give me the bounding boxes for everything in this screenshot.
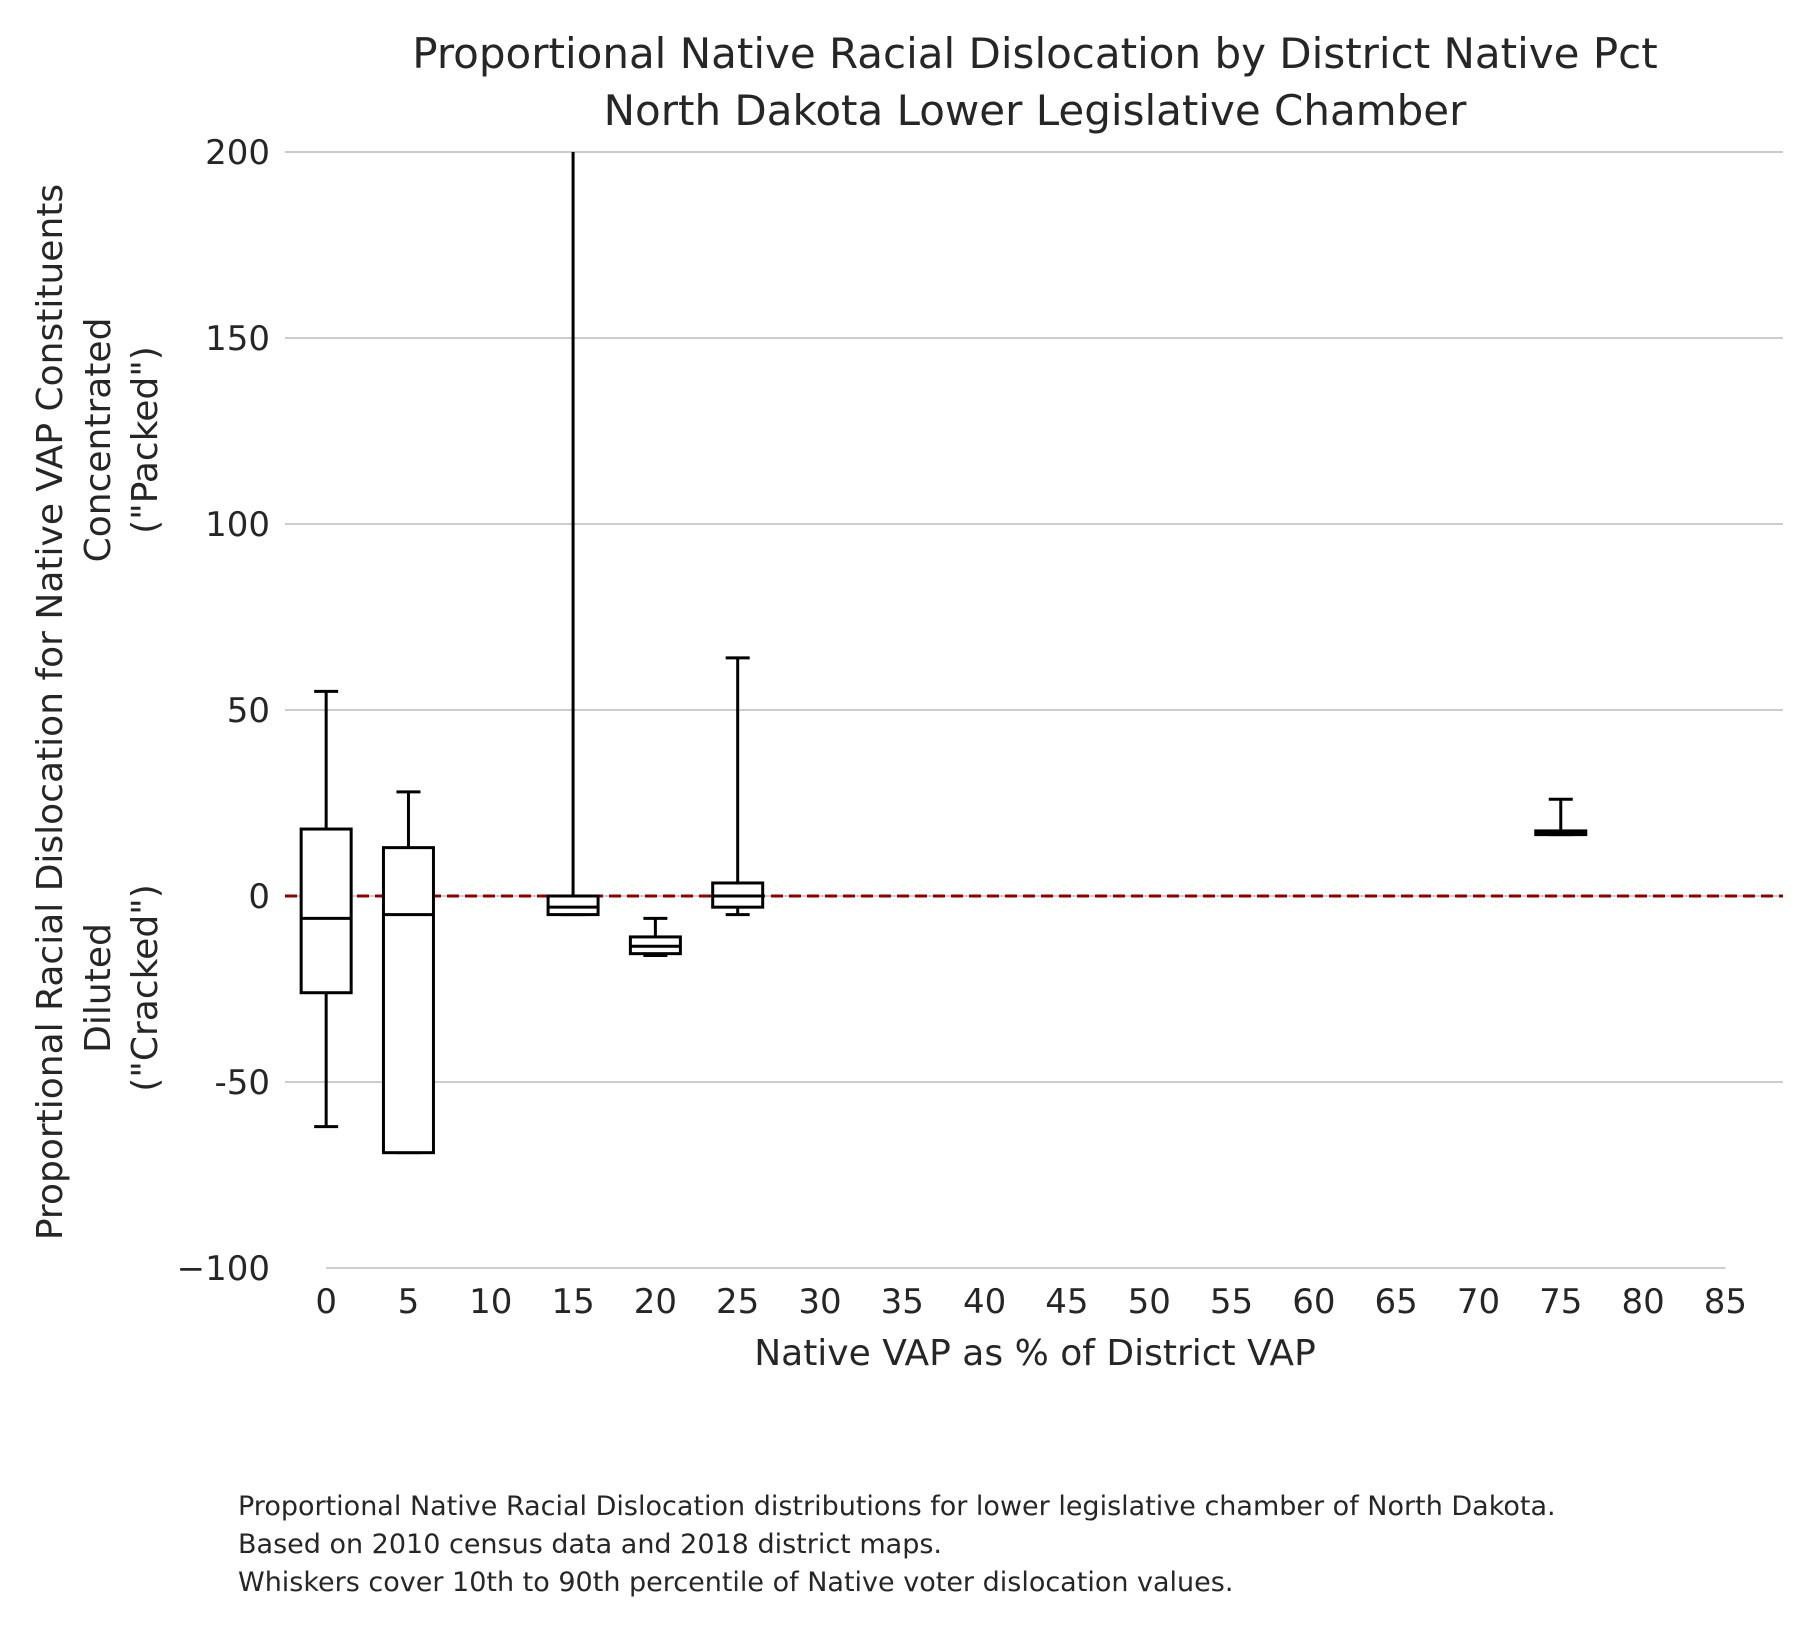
caption-line-3: Whiskers cover 10th to 90th percentile o… xyxy=(238,1567,1234,1598)
x-tick-label: 25 xyxy=(716,1282,759,1322)
box-plot-0 xyxy=(299,689,353,1129)
box-body xyxy=(546,894,600,917)
chart-subtitle: North Dakota Lower Legislative Chamber xyxy=(604,86,1468,135)
x-tick-label: 55 xyxy=(1210,1282,1253,1322)
box-plot-20 xyxy=(628,916,682,958)
x-tick-label: 40 xyxy=(963,1282,1006,1322)
x-tick-label: 45 xyxy=(1045,1282,1088,1322)
y-axis-label: Proportional Racial Dislocation for Nati… xyxy=(30,184,166,1240)
box-plot-75 xyxy=(1534,797,1588,837)
grid-lines xyxy=(285,151,1783,1083)
caption-line-2: Based on 2010 census data and 2018 distr… xyxy=(238,1529,942,1560)
y-axis-label-main: Proportional Racial Dislocation for Nati… xyxy=(30,184,71,1240)
x-tick-label: 65 xyxy=(1375,1282,1418,1322)
box-series xyxy=(299,152,1588,1155)
figure-caption: Proportional Native Racial Dislocation d… xyxy=(238,1488,1738,1602)
y-axis-label-cracked: ("Cracked") xyxy=(125,884,166,1092)
chart-title: Proportional Native Racial Dislocation b… xyxy=(412,29,1658,78)
y-tick-label: 0 xyxy=(248,877,270,917)
y-tick-label: -50 xyxy=(214,1063,270,1103)
x-tick-label: 50 xyxy=(1128,1282,1171,1322)
box-plot-25 xyxy=(711,656,765,917)
y-axis-label-concentrated: Concentrated xyxy=(78,318,119,563)
caption-line-1: Proportional Native Racial Dislocation d… xyxy=(238,1491,1556,1522)
y-tick-label: 50 xyxy=(227,691,270,731)
x-tick-label: 80 xyxy=(1621,1282,1664,1322)
box-body xyxy=(381,846,435,1155)
x-tick-label: 60 xyxy=(1292,1282,1335,1322)
box-body xyxy=(299,827,353,995)
y-tick-label: 100 xyxy=(205,505,270,545)
box-plot-15 xyxy=(546,152,600,917)
x-tick-label: 35 xyxy=(881,1282,924,1322)
x-tick-label: 5 xyxy=(398,1282,420,1322)
x-tick-label: 30 xyxy=(798,1282,841,1322)
x-tick-label: 10 xyxy=(469,1282,512,1322)
y-axis-label-packed: ("Packed") xyxy=(125,346,166,534)
axes: −100 -50 0 50 100 150 200 0 5 10 15 20 25 30 35 40 45 50 5… xyxy=(177,133,1747,1322)
box-plot-5 xyxy=(381,790,435,1155)
x-tick-label: 20 xyxy=(634,1282,677,1322)
x-tick-label: 15 xyxy=(551,1282,594,1322)
x-tick-label: 75 xyxy=(1539,1282,1582,1322)
y-tick-label: −100 xyxy=(177,1249,270,1289)
y-tick-label: 200 xyxy=(205,133,270,173)
y-tick-label: 150 xyxy=(205,319,270,359)
x-tick-label: 85 xyxy=(1704,1282,1747,1322)
x-tick-label: 0 xyxy=(315,1282,337,1322)
x-axis-label: Native VAP as % of District VAP xyxy=(754,1333,1316,1374)
x-tick-label: 70 xyxy=(1457,1282,1500,1322)
y-axis-label-diluted: Diluted xyxy=(78,923,119,1053)
